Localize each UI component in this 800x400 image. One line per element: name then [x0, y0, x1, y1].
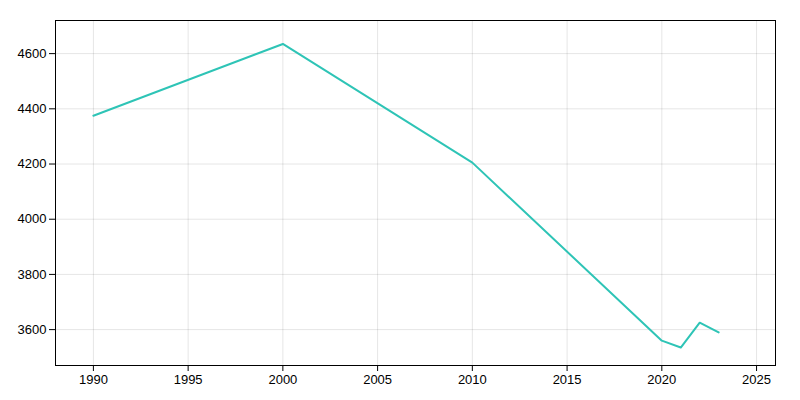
- svg-text:2010: 2010: [458, 372, 487, 387]
- svg-text:2025: 2025: [742, 372, 771, 387]
- svg-text:1995: 1995: [174, 372, 203, 387]
- svg-text:3600: 3600: [18, 322, 47, 337]
- svg-text:2000: 2000: [268, 372, 297, 387]
- svg-text:2020: 2020: [647, 372, 676, 387]
- svg-text:4600: 4600: [18, 46, 47, 61]
- svg-text:2005: 2005: [363, 372, 392, 387]
- svg-text:2015: 2015: [553, 372, 582, 387]
- svg-text:4000: 4000: [18, 211, 47, 226]
- svg-text:4200: 4200: [18, 156, 47, 171]
- svg-text:1990: 1990: [79, 372, 108, 387]
- svg-text:4400: 4400: [18, 101, 47, 116]
- svg-text:3800: 3800: [18, 267, 47, 282]
